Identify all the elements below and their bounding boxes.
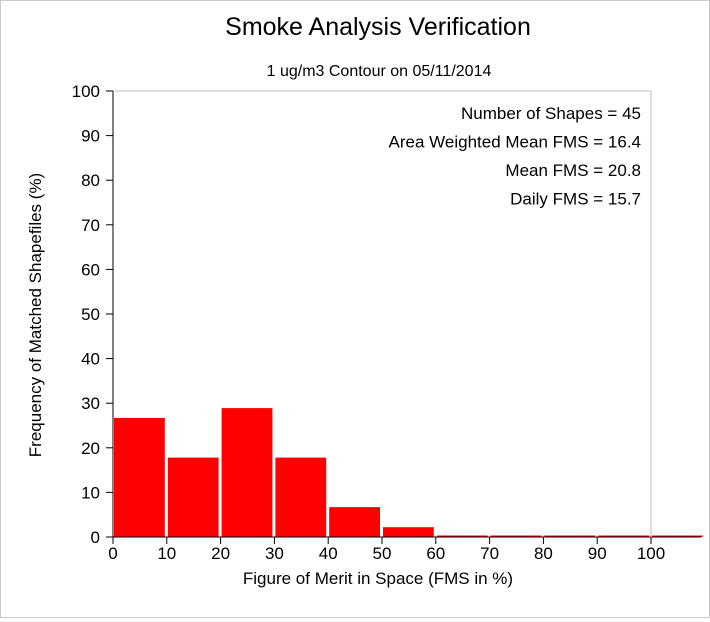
x-tick-label-1: 10 [157, 544, 176, 563]
x-tick-label-6: 60 [426, 544, 445, 563]
y-tick-label-2: 20 [81, 439, 100, 458]
y-tick-label-9: 90 [81, 127, 100, 146]
chart-subtitle: 1 ug/m3 Contour on 05/11/2014 [267, 63, 492, 80]
x-axis-label: Figure of Merit in Space (FMS in %) [243, 569, 513, 588]
y-tick-label-3: 30 [81, 394, 100, 413]
x-tick-label-5: 50 [373, 544, 392, 563]
stats-annotations: Number of Shapes = 45 Area Weighted Mean … [389, 104, 641, 209]
y-tick-label-0: 0 [91, 528, 100, 547]
x-tick-label-8: 80 [534, 544, 553, 563]
x-tick-label-9: 90 [588, 544, 607, 563]
stat-annotation-2: Mean FMS = 20.8 [505, 161, 641, 180]
x-tick-label-4: 40 [319, 544, 338, 563]
histogram-bar-9 [598, 535, 649, 537]
histogram-bar-4 [329, 507, 380, 537]
histogram-bar-10 [652, 535, 703, 537]
histogram-bar-8 [544, 535, 596, 537]
y-tick-label-6: 60 [81, 260, 100, 279]
axes-group: 0 10 20 30 40 50 60 70 80 90 100 0 10 20 30 40 50 60 70 80 9… [72, 82, 701, 563]
x-tick-label-2: 20 [211, 544, 230, 563]
stat-annotation-0: Number of Shapes = 45 [461, 104, 641, 123]
y-tick-label-5: 50 [81, 305, 100, 324]
histogram-bar-3 [275, 457, 327, 537]
stat-annotation-3: Daily FMS = 15.7 [510, 190, 641, 209]
histogram-bar-0 [114, 417, 165, 537]
x-tick-label-7: 70 [480, 544, 499, 563]
chart-title: Smoke Analysis Verification [225, 13, 531, 41]
y-tick-label-7: 70 [81, 216, 100, 235]
y-axis-label: Frequency of Matched Shapefiles (%) [26, 173, 45, 457]
y-tick-label-1: 10 [81, 483, 100, 502]
histogram-bar-5 [383, 527, 434, 537]
histogram-bar-1 [167, 457, 219, 537]
y-tick-label-8: 80 [81, 171, 100, 190]
bars-group [114, 408, 703, 537]
y-tick-label-10: 100 [72, 82, 100, 101]
histogram-bar-7 [490, 535, 542, 537]
stat-annotation-1: Area Weighted Mean FMS = 16.4 [389, 133, 641, 152]
x-tick-label-0: 0 [108, 544, 117, 563]
x-tick-label-10: 100 [637, 544, 665, 563]
histogram-bar-2 [221, 408, 273, 537]
x-tick-label-3: 30 [265, 544, 284, 563]
histogram-bar-6 [436, 535, 488, 537]
y-tick-label-4: 40 [81, 350, 100, 369]
